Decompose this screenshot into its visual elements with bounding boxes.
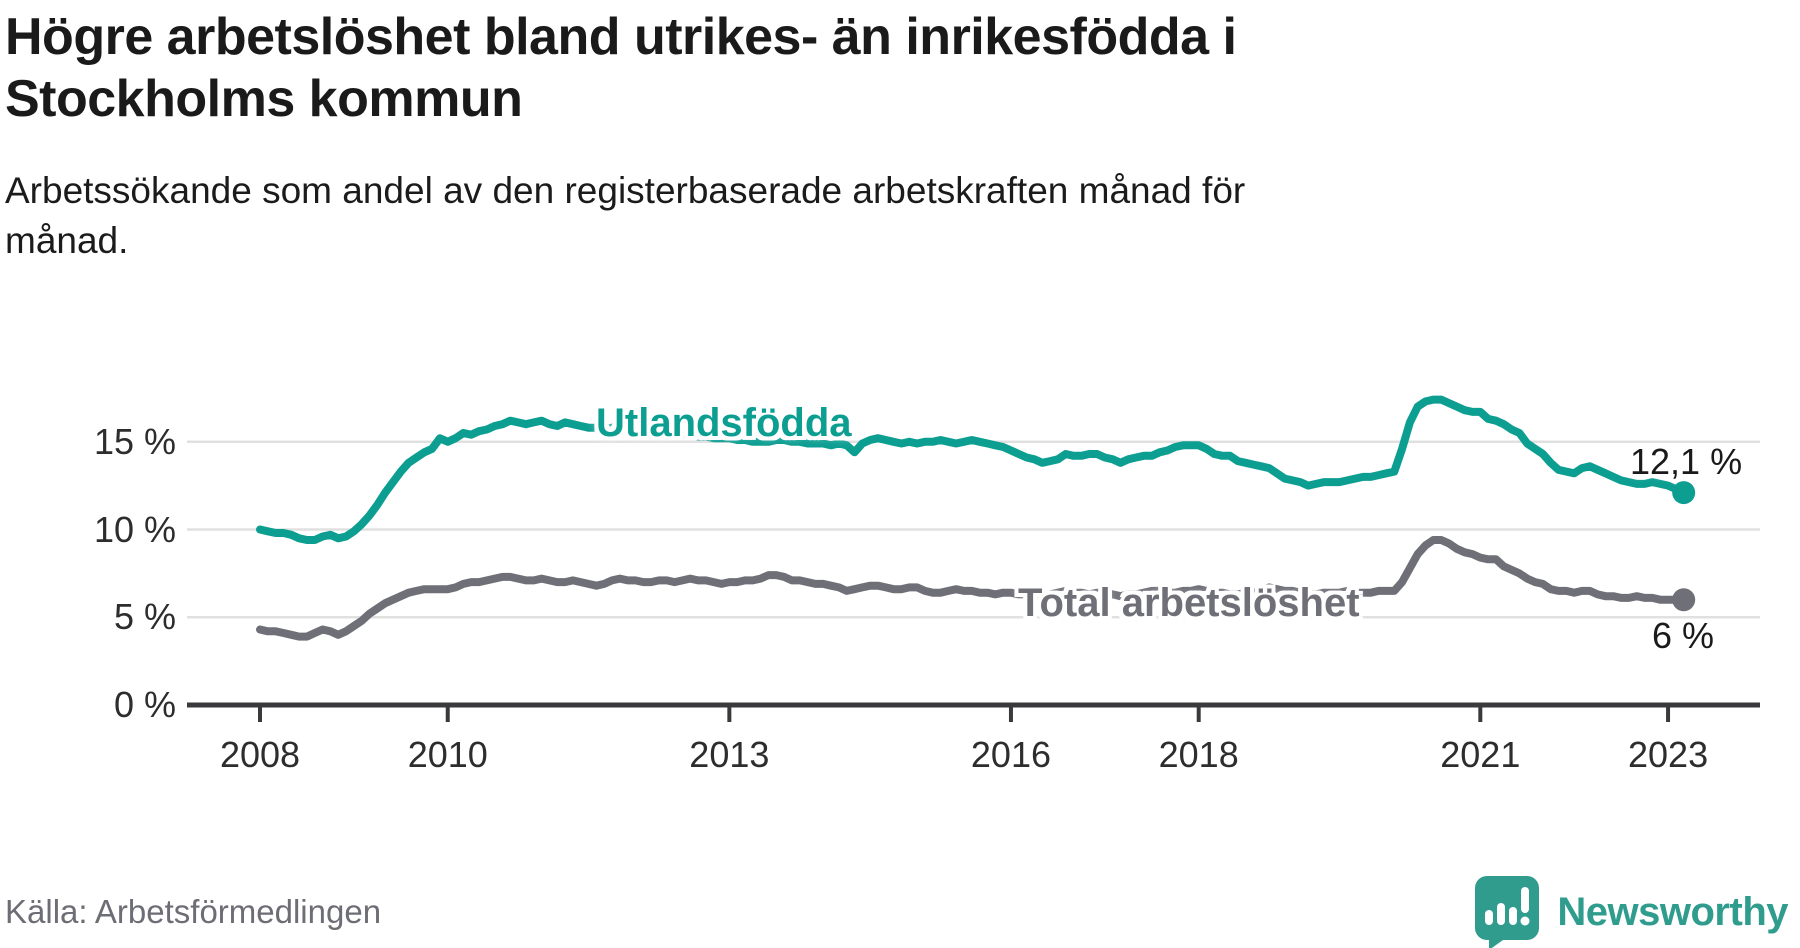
title-line-1: Högre arbetslöshet bland utrikes- än inr… — [5, 8, 1237, 66]
subtitle-line-1: Arbetssökande som andel av den registerb… — [5, 170, 1246, 211]
series-label-utlandsfodda: Utlandsfödda — [596, 401, 852, 445]
end-value-label-utlandsfodda: 12,1 % — [1630, 441, 1743, 482]
x-tick-label: 2016 — [970, 734, 1051, 775]
chart-subtitle: Arbetssökande som andel av den registerb… — [5, 166, 1245, 266]
end-value-label-total: 6 % — [1652, 615, 1715, 656]
y-tick-label: 15 % — [93, 420, 176, 462]
end-dot-total — [1672, 588, 1696, 612]
series-line-total — [256, 536, 1688, 641]
x-tick-label: 2008 — [219, 734, 301, 775]
end-dot-utlandsfodda — [1672, 481, 1696, 505]
x-tick-label: 2021 — [1440, 734, 1521, 775]
y-tick-label: 0 % — [113, 684, 176, 725]
y-tick-label: 10 % — [93, 508, 176, 550]
series-label-total-arbetsloshet: Total arbetslöshet — [1018, 581, 1360, 625]
subtitle-line-2: månad. — [5, 220, 129, 261]
series-line-utlandsfodda — [256, 395, 1688, 544]
x-tick-label: 2010 — [407, 734, 488, 775]
x-tick-label: 2023 — [1628, 734, 1709, 775]
newsworthy-logo-icon — [1475, 876, 1540, 948]
x-tick-label: 2018 — [1158, 734, 1239, 775]
newsworthy-logo-text: Newsworthy — [1557, 889, 1788, 934]
source-note: Källa: Arbetsförmedlingen — [5, 893, 382, 930]
x-tick-label: 2013 — [689, 734, 770, 775]
newsworthy-logo: Newsworthy — [1471, 874, 1788, 948]
y-tick-label: 5 % — [113, 596, 176, 638]
title-line-2: Stockholms kommun — [5, 70, 523, 128]
page-title: Högre arbetslöshet bland utrikes- än inr… — [5, 6, 1237, 130]
